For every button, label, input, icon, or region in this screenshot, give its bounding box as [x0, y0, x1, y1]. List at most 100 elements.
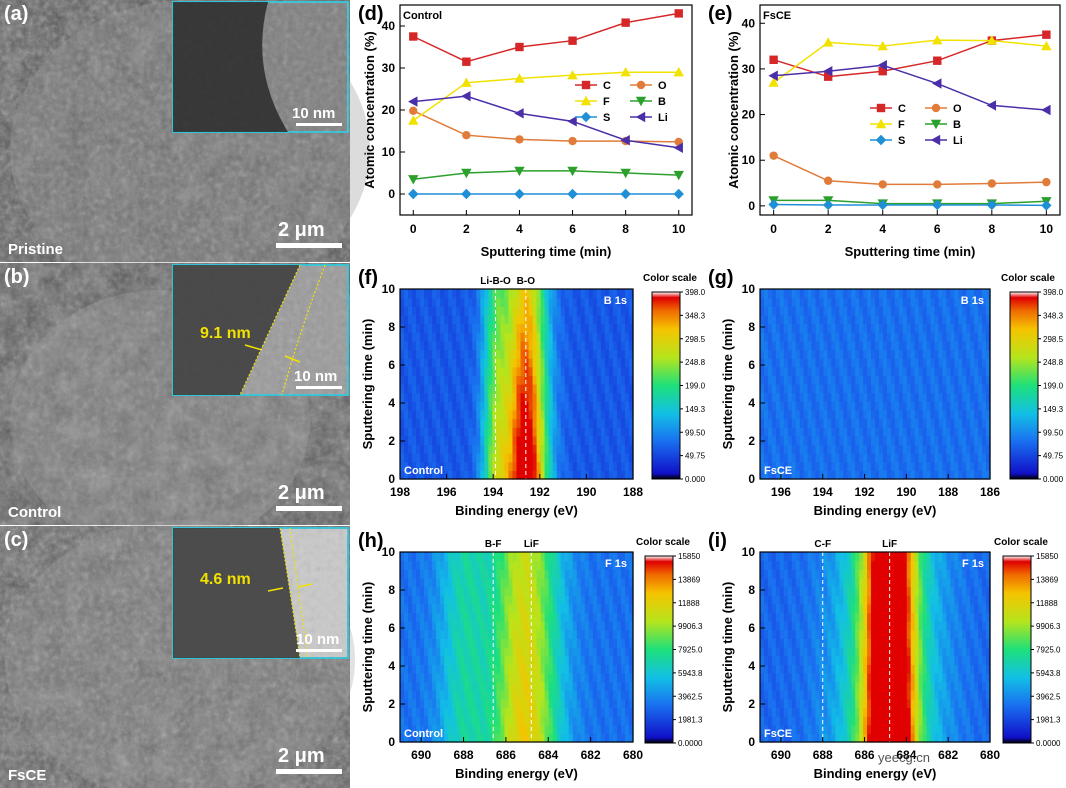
heatmap-cell: [404, 453, 409, 463]
heatmap-cell: [520, 323, 526, 333]
heatmap-cell: [432, 672, 437, 683]
heatmap-cell: [460, 306, 465, 316]
heatmap-cell: [584, 552, 590, 562]
heatmap-cell: [608, 586, 614, 596]
heatmap-cell: [620, 409, 626, 420]
heatmap-cell: [520, 724, 526, 734]
heatmap-cell: [596, 690, 602, 700]
heatmap-cell: [584, 289, 590, 299]
heatmap-cell: [560, 427, 566, 437]
heatmap-cell: [564, 384, 570, 394]
heatmap-cell: [496, 435, 502, 446]
heatmap-cell: [556, 435, 562, 446]
heatmap-cell: [878, 366, 884, 376]
heatmap-cell: [775, 621, 781, 631]
colorbar-tick-label: 1981.3: [678, 716, 703, 725]
heatmap-cell: [978, 409, 983, 420]
heatmap-cell: [600, 698, 606, 709]
heatmap-cell: [548, 629, 554, 639]
heatmap-cell: [588, 569, 594, 579]
heatmap-cell: [580, 306, 586, 316]
heatmap-cell: [620, 638, 626, 648]
heatmap-cell: [986, 427, 991, 437]
heatmap-cell: [946, 664, 951, 674]
heatmap-cell: [536, 392, 542, 402]
heatmap-cell: [448, 690, 453, 700]
heatmap-cell: [420, 323, 425, 333]
heatmap-cell: [432, 698, 437, 709]
heatmap-cell: [819, 435, 825, 446]
heatmap-cell: [763, 621, 769, 631]
heatmap-cell: [532, 306, 538, 316]
heatmap-cell: [520, 664, 526, 674]
heatmap-cell: [914, 716, 920, 726]
heatmap-cell: [548, 384, 554, 394]
heatmap-cell: [835, 332, 840, 342]
heatmap-cell: [970, 707, 975, 717]
heatmap-cell: [851, 349, 856, 359]
heatmap-cell: [628, 552, 634, 562]
heatmap-cell: [520, 586, 526, 596]
heatmap-cell: [444, 392, 449, 402]
heatmap-cell: [524, 664, 530, 674]
heatmap-cell: [492, 409, 498, 420]
heatmap-cell: [775, 461, 781, 471]
heatmap-cell: [867, 289, 872, 299]
heatmap-cell: [760, 629, 765, 639]
heatmap-cell: [452, 444, 457, 454]
heatmap-cell: [612, 560, 618, 570]
x-tick-label: 188: [623, 485, 643, 499]
heatmap-cell: [811, 470, 817, 480]
heatmap-cell: [926, 444, 932, 454]
heatmap-cell: [851, 664, 856, 674]
heatmap-cell: [420, 297, 425, 307]
heatmap-cell: [966, 724, 971, 734]
heatmap-cell: [480, 716, 485, 726]
series-line-Li: [413, 95, 679, 149]
heatmap-cell: [404, 444, 409, 454]
heatmap-cell: [779, 401, 785, 411]
heatmap-cell: [851, 647, 856, 657]
heatmap-cell: [851, 366, 856, 376]
heatmap-cell: [827, 314, 832, 325]
heatmap-cell: [428, 595, 433, 605]
heatmap-cell: [476, 577, 481, 588]
x-tick-label: 686: [496, 748, 516, 762]
heatmap-cell: [432, 297, 437, 307]
heatmap-cell: [452, 470, 457, 480]
heatmap-cell: [779, 384, 785, 394]
heatmap-cell: [400, 409, 405, 420]
heatmap-cell: [624, 401, 630, 411]
heatmap-cell: [516, 392, 522, 402]
heatmap-cell: [938, 384, 944, 394]
y-tick-label: 40: [382, 19, 396, 33]
heatmap-cell: [404, 401, 409, 411]
heatmap-cell: [488, 612, 493, 622]
heatmap-cell: [520, 560, 526, 570]
heatmap-cell: [898, 297, 904, 307]
heatmap-cell: [910, 461, 916, 471]
heatmap-cell: [504, 621, 510, 631]
heatmap-cell: [823, 409, 829, 420]
heatmap-cell: [839, 332, 844, 342]
heatmap-cell: [520, 375, 526, 385]
heatmap-cell: [452, 323, 457, 333]
heatmap-cell: [628, 595, 634, 605]
heatmap-cell: [456, 672, 461, 683]
heatmap-cell: [572, 724, 578, 734]
heatmap-cell: [536, 655, 542, 665]
heatmap-cell: [863, 690, 868, 700]
heatmap-cell: [424, 552, 429, 562]
heatmap-cell: [835, 297, 840, 307]
heatmap-cell: [552, 629, 558, 639]
heatmap-cell: [771, 664, 777, 674]
heatmap-cell: [902, 724, 908, 734]
heatmap-cell: [524, 409, 530, 420]
heatmap-cell: [536, 595, 542, 605]
heatmap-cell: [803, 332, 809, 342]
heatmap-cell: [568, 560, 574, 570]
heatmap-cell: [616, 349, 622, 359]
heatmap-cell: [910, 314, 916, 325]
heatmap-cell: [767, 453, 773, 463]
